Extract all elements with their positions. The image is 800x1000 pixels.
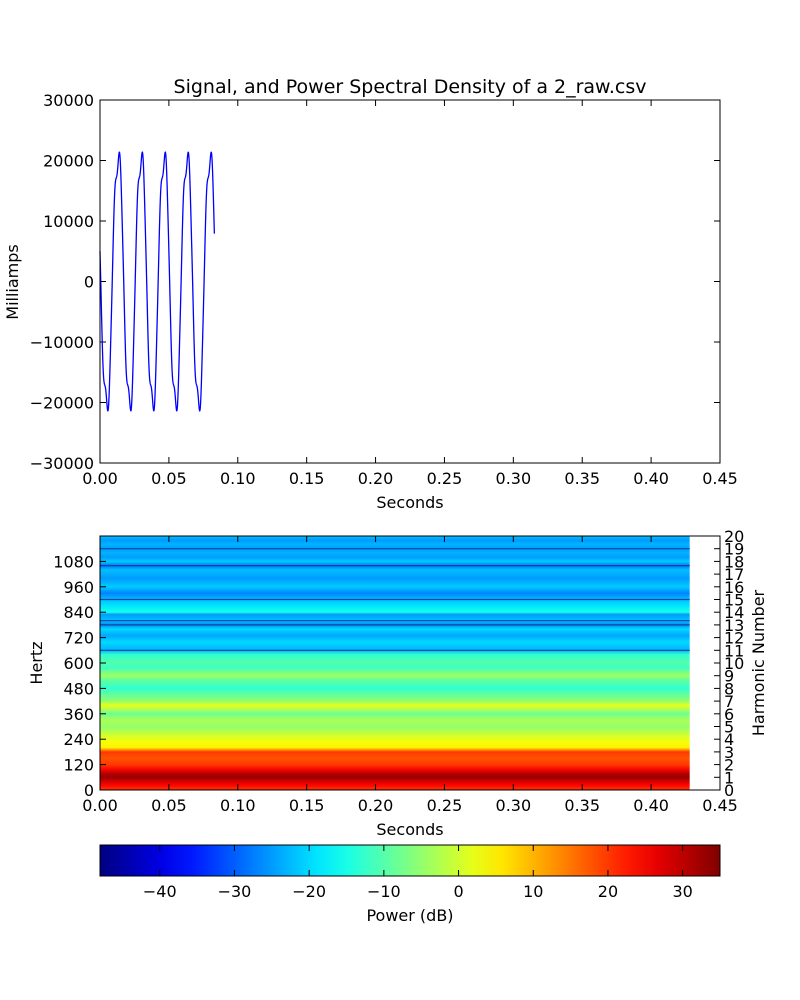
spectrogram-x-tick-label: 0.35 (564, 796, 600, 815)
spectrogram-chart: 0.00 0.05 0.10 0.15 0.20 0.25 0.30 0.35 0.40 0.45… (27, 527, 768, 839)
colorbar-gradient (99, 844, 721, 877)
spectrogram-x-tick-label: 0.20 (358, 796, 394, 815)
harmonic-tick-label: 15 (724, 591, 744, 610)
signal-x-tick-label: 0.45 (702, 469, 738, 488)
spectrogram-plot-frame (99, 535, 721, 791)
harmonic-tick-label: 19 (724, 540, 744, 559)
harmonic-tick-label: 2 (724, 756, 734, 775)
signal-chart-title: Signal, and Power Spectral Density of a … (174, 76, 647, 98)
signal-y-tick-label: −30000 (30, 454, 94, 473)
signal-x-tick-label: 0.15 (289, 469, 325, 488)
harmonic-tick-label: 12 (724, 629, 744, 648)
spectrogram-y-tick-label: 360 (63, 705, 94, 724)
colorbar-label: Power (dB) (366, 906, 453, 925)
signal-x-tick-label: 0.30 (496, 469, 532, 488)
harmonic-tick-label: 5 (724, 718, 734, 737)
harmonic-tick-label: 7 (724, 692, 734, 711)
harmonic-tick-label: 17 (724, 565, 744, 584)
spectrogram-y-axis-label: Hertz (27, 641, 46, 684)
colorbar-tick-label: −20 (292, 882, 326, 901)
spectrogram-y-tick-label: 960 (63, 578, 94, 597)
spectrogram-image (100, 536, 690, 790)
signal-y-tick-label: −20000 (30, 394, 94, 413)
spectrogram-y-tick-label: 600 (63, 654, 94, 673)
signal-y-tick-label: 30000 (43, 91, 94, 110)
harmonic-tick-label: 0 (724, 781, 734, 800)
spectrogram-y-tick-label: 480 (63, 679, 94, 698)
signal-line (99, 151, 216, 412)
signal-x-tick-label: 0.35 (564, 469, 600, 488)
signal-plot-frame (99, 99, 721, 464)
colorbar-tick-label: 0 (453, 882, 463, 901)
harmonic-tick-label: 20 (724, 527, 744, 546)
harmonic-tick-label: 1 (724, 768, 734, 787)
signal-x-axis-label: Seconds (376, 493, 443, 512)
spectrogram-y-tick-label: 1080 (53, 552, 94, 571)
spectrogram-x-axis-label: Seconds (376, 820, 443, 839)
signal-y-tick-label: 20000 (43, 152, 94, 171)
colorbar-tick-label: −10 (367, 882, 401, 901)
spectrogram-x-tick-label: 0.10 (220, 796, 256, 815)
signal-x-tick-label: 0.05 (151, 469, 187, 488)
harmonic-tick-label: 13 (724, 616, 744, 635)
spectrogram-band-lines (100, 548, 690, 651)
spectrogram-y-tick-label: 720 (63, 629, 94, 648)
harmonic-tick-label: 11 (724, 641, 744, 660)
harmonic-tick-label: 6 (724, 705, 734, 724)
signal-y-axis-label: Milliamps (3, 244, 22, 319)
spectrogram-y-tick-label: 120 (63, 756, 94, 775)
signal-x-tick-label: 0.25 (427, 469, 463, 488)
signal-y-tick-label: 10000 (43, 212, 94, 231)
spectrogram-x-tick-label: 0.40 (633, 796, 669, 815)
harmonic-tick-label: 4 (724, 730, 734, 749)
colorbar-tick-label: 10 (523, 882, 543, 901)
harmonic-tick-label: 8 (724, 679, 734, 698)
harmonic-tick-label: 10 (724, 654, 744, 673)
colorbar-tick-label: 30 (672, 882, 692, 901)
colorbar-ticks: −40 −30 −20 −10 0 10 20 30 (143, 845, 693, 901)
spectrogram-x-tick-label: 0.05 (151, 796, 187, 815)
spectrogram-x-tick-label: 0.15 (289, 796, 325, 815)
colorbar-tick-label: 20 (598, 882, 618, 901)
spectrogram-y-tick-label: 840 (63, 603, 94, 622)
harmonic-tick-label: 16 (724, 578, 744, 597)
harmonic-tick-label: 9 (724, 667, 734, 686)
harmonic-tick-label: 18 (724, 552, 744, 571)
colorbar-tick-label: −40 (143, 882, 177, 901)
harmonic-tick-label: 3 (724, 743, 734, 762)
spectrogram-y-tick-label: 240 (63, 730, 94, 749)
signal-y-tick-label: 0 (84, 273, 94, 292)
signal-x-tick-label: 0.10 (220, 469, 256, 488)
signal-ticks: 0.00 0.05 0.10 0.15 0.20 0.25 0.30 0.35 0.40 0.45… (30, 91, 738, 488)
signal-x-tick-label: 0.20 (358, 469, 394, 488)
signal-chart: Signal, and Power Spectral Density of a … (3, 76, 738, 512)
signal-x-tick-label: 0.00 (82, 469, 118, 488)
colorbar-tick-label: −30 (218, 882, 252, 901)
spectrogram-x-tick-label: 0.25 (427, 796, 463, 815)
spectrogram-x-tick-label: 0.30 (496, 796, 532, 815)
harmonic-tick-label: 14 (724, 603, 744, 622)
colorbar: −40 −30 −20 −10 0 10 20 30 Power (dB) (99, 844, 721, 925)
harmonic-number-axis-label: Harmonic Number (749, 589, 768, 736)
spectrogram-x-tick-label: 0.00 (82, 796, 118, 815)
signal-x-tick-label: 0.40 (633, 469, 669, 488)
spectrogram-x-tick-label: 0.45 (702, 796, 738, 815)
signal-y-tick-label: −10000 (30, 333, 94, 352)
spectrogram-y-tick-label: 0 (84, 781, 94, 800)
spectrogram-ticks: 0.00 0.05 0.10 0.15 0.20 0.25 0.30 0.35 0.40 0.45… (53, 527, 744, 815)
